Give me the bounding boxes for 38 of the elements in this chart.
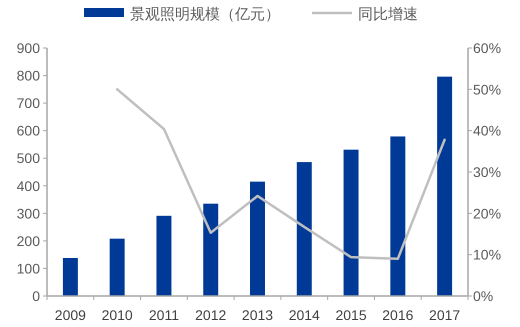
x-tick-label: 2012 (195, 307, 227, 323)
y-tick-label: 400 (16, 178, 40, 194)
y2-tick-label: 10% (473, 246, 502, 263)
y-tick-label: 200 (16, 232, 40, 249)
legend-label: 同比增速 (358, 6, 418, 23)
x-tick-label: 2017 (429, 307, 460, 323)
legend-label: 景观照明规模（亿元） (130, 6, 280, 23)
bar (296, 162, 312, 296)
bar (203, 204, 218, 296)
y2-tick-label: 20% (473, 205, 502, 222)
y-tick-label: 100 (16, 260, 40, 276)
y2-tick-label: 50% (473, 81, 502, 98)
line-series (116, 88, 446, 260)
y2-tick-label: 30% (473, 164, 502, 180)
y-tick-label: 0 (32, 288, 40, 304)
x-tick-label: 2011 (148, 307, 180, 323)
y2-tick-label: 0% (473, 288, 494, 304)
x-tick-label: 2009 (54, 307, 86, 323)
bar (62, 258, 78, 296)
y-tick-label: 800 (16, 68, 40, 84)
bar (156, 216, 172, 296)
bar (390, 136, 406, 296)
y2-tick-label: 60% (473, 40, 502, 56)
y-tick-label: 600 (16, 122, 40, 139)
x-tick-label: 2010 (102, 307, 133, 323)
x-tick-label: 2016 (382, 307, 414, 323)
x-tick-label: 2013 (242, 307, 274, 323)
y2-tick-label: 40% (473, 122, 502, 139)
y-tick-label: 700 (16, 95, 40, 112)
bar (437, 76, 452, 296)
bar (250, 182, 265, 296)
x-tick-label: 2015 (335, 307, 367, 323)
bar (344, 150, 359, 296)
y-tick-label: 900 (16, 40, 40, 56)
x-tick-label: 2014 (288, 307, 320, 323)
y-tick-label: 300 (16, 205, 40, 222)
y-tick-label: 500 (16, 150, 40, 166)
bar (110, 238, 125, 296)
